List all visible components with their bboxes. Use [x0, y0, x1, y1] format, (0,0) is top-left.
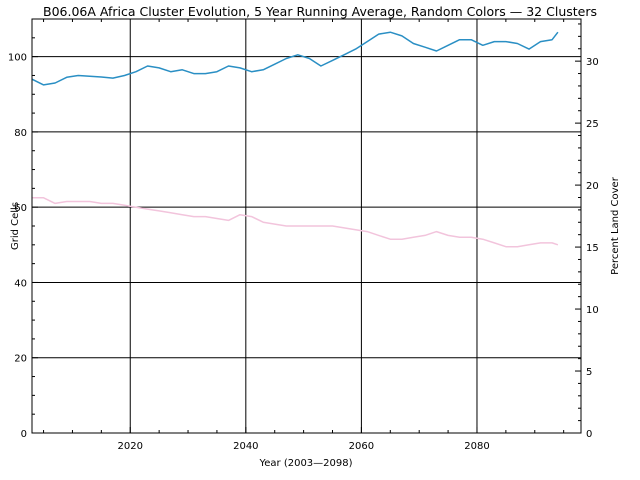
y-tick-label: 0: [21, 429, 27, 440]
y-axis-label: Grid Cells: [10, 202, 21, 250]
y2-axis-label: Percent Land Cover: [610, 176, 621, 275]
chart-title: B06.06A Africa Cluster Evolution, 5 Year…: [43, 4, 597, 19]
y2-tick-label: 15: [586, 243, 599, 254]
y-tick-label: 60: [14, 203, 27, 214]
y-tick-label: 80: [14, 128, 27, 139]
y2-tick-label: 5: [586, 367, 592, 378]
series-line-1: [31, 31, 559, 86]
x-tick-label: 2040: [233, 441, 258, 452]
grid-lines: [32, 19, 581, 433]
y2-tick-label: 25: [586, 119, 599, 130]
series-line-2: [32, 197, 559, 248]
y2-tick-label: 30: [586, 57, 599, 68]
y-tick-label: 100: [8, 53, 27, 64]
x-tick-label: 2020: [118, 441, 143, 452]
y2-tick-label: 10: [586, 305, 599, 316]
x-tick-label: 2080: [464, 441, 489, 452]
y2-tick-label: 0: [586, 429, 592, 440]
y2-tick-label: 20: [586, 181, 599, 192]
x-axis-label: Year (2003—2098): [258, 458, 352, 469]
x-tick-label: 2060: [349, 441, 374, 452]
y-tick-label: 40: [14, 278, 27, 289]
series-lines: [31, 31, 559, 248]
y-tick-label: 20: [14, 354, 27, 365]
